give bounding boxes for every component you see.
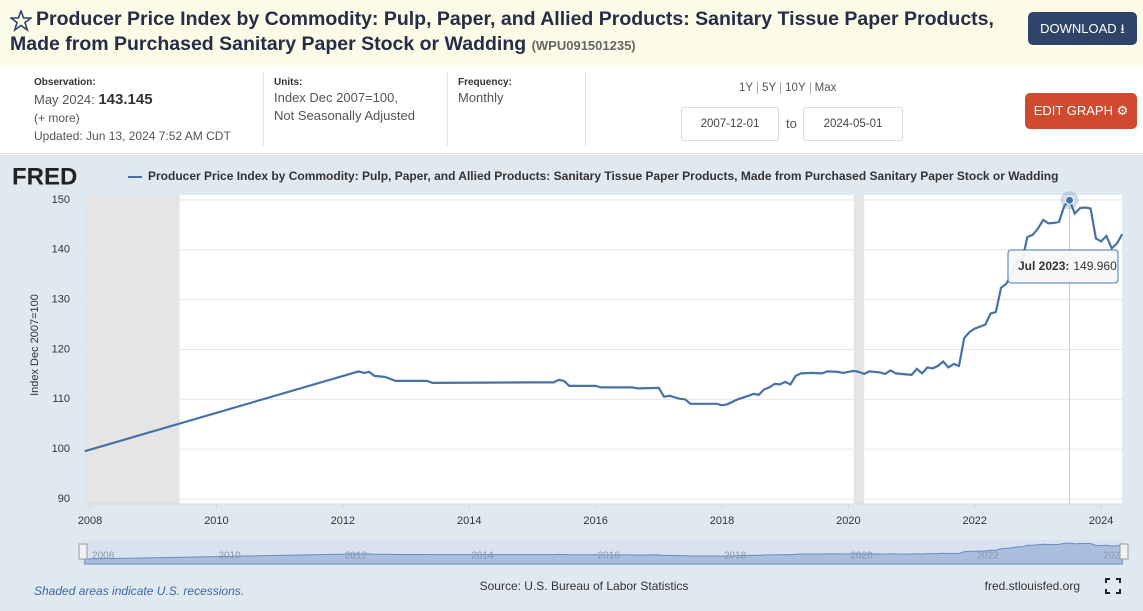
updated: Updated: Jun 13, 2024 7:52 AM CDT	[34, 129, 231, 143]
y-tick-label: 100	[52, 443, 70, 455]
navigator-tick-label: 2016	[598, 551, 621, 562]
tooltip-date: Jul 2023:	[1018, 259, 1069, 273]
tooltip: Jul 2023: 149.960	[1007, 249, 1119, 284]
navigator-tick-label: 2008	[92, 551, 115, 562]
x-tick-label: 2014	[457, 515, 481, 527]
start-date-input[interactable]: 2007-12-01	[681, 107, 779, 141]
series-line	[84, 198, 1124, 453]
navigator-handle	[1119, 543, 1129, 560]
x-tick-label: 2020	[836, 515, 860, 527]
frequency: Monthly	[458, 90, 504, 105]
range-button[interactable]: 5Y	[757, 82, 781, 94]
end-date-input[interactable]: 2024-05-01	[803, 107, 903, 141]
range-button[interactable]: 10Y	[780, 82, 810, 94]
x-tick-label: 2010	[204, 515, 228, 527]
frequency-label: Frequency:	[458, 77, 512, 88]
y-tick-label: 130	[52, 294, 70, 306]
info-row: Observation: May 2024: 143.145 (+ more) …	[0, 65, 1143, 154]
source: Source: U.S. Bureau of Labor Statistics	[480, 579, 689, 593]
navigator-tick-label: 2020	[850, 551, 873, 562]
legend-label: Producer Price Index by Commodity: Pulp,…	[148, 169, 1058, 183]
x-tick-label: 2016	[583, 515, 607, 527]
navigator-handle	[78, 543, 88, 560]
download-button[interactable]: DOWNLOAD ⭳	[1028, 12, 1137, 45]
units-label: Units:	[274, 77, 303, 88]
navigator-tick-label: 2024	[1103, 551, 1126, 562]
navigator-tick-label: 2022	[977, 551, 1000, 562]
tooltip-text: Jul 2023: 149.960	[1018, 259, 1117, 273]
more-link[interactable]: (+ more)	[34, 111, 80, 125]
y-tick-label: 90	[58, 493, 70, 505]
y-tick-label: 150	[52, 194, 70, 206]
recession-note: Shaded areas indicate U.S. recessions.	[34, 584, 244, 598]
y-axis-label: Index Dec 2007=100	[29, 294, 41, 396]
header: Producer Price Index by Commodity: Pulp,…	[0, 0, 1143, 65]
range-buttons: 1Y 5Y 10Y Max	[735, 82, 841, 94]
navigator-tick-label: 2014	[471, 551, 494, 562]
divider	[263, 72, 264, 146]
range-button[interactable]: 1Y	[739, 82, 754, 94]
y-tick-label: 120	[52, 343, 70, 355]
divider	[585, 72, 586, 146]
observation-value: 143.145	[98, 91, 153, 108]
edit-graph-button[interactable]: EDIT GRAPH ⚙	[1025, 93, 1137, 129]
range-button[interactable]: Max	[809, 82, 841, 94]
to-label: to	[786, 116, 797, 131]
star-icon[interactable]	[10, 10, 32, 32]
navigator-area	[84, 542, 1123, 565]
chart: FRED Shaded areas indicate U.S. recessio…	[0, 155, 1143, 611]
x-tick-label: 2022	[963, 515, 987, 527]
y-tick-label: 140	[52, 244, 70, 256]
tooltip-value: 149.960	[1073, 259, 1117, 273]
hover-point	[1065, 195, 1075, 205]
edit-label: EDIT GRAPH	[1033, 103, 1113, 118]
x-tick-label: 2008	[78, 515, 102, 527]
series-id: (WPU091501235)	[531, 38, 636, 53]
title-text: Producer Price Index by Commodity: Pulp,…	[10, 8, 994, 55]
units: Not Seasonally Adjusted	[274, 108, 415, 123]
series-title: Producer Price Index by Commodity: Pulp,…	[10, 7, 1010, 58]
observation-date: May 2024:	[34, 92, 95, 107]
x-tick-label: 2024	[1089, 515, 1113, 527]
download-label: DOWNLOAD	[1040, 21, 1117, 36]
navigator-tick-label: 2010	[218, 551, 241, 562]
fred-logo: FRED	[12, 163, 77, 190]
y-tick-label: 110	[52, 393, 70, 405]
observation-label: Observation:	[34, 77, 96, 88]
site: fred.stlouisfed.org	[985, 579, 1080, 593]
x-tick-label: 2018	[710, 515, 734, 527]
fullscreen-icon[interactable]	[1105, 578, 1121, 594]
units: Index Dec 2007=100,	[274, 90, 398, 105]
tooltip-box	[1007, 249, 1119, 284]
navigator-tick-label: 2018	[724, 551, 747, 562]
navigator-tick-label: 2012	[345, 551, 368, 562]
divider	[447, 72, 448, 146]
x-tick-label: 2012	[331, 515, 355, 527]
